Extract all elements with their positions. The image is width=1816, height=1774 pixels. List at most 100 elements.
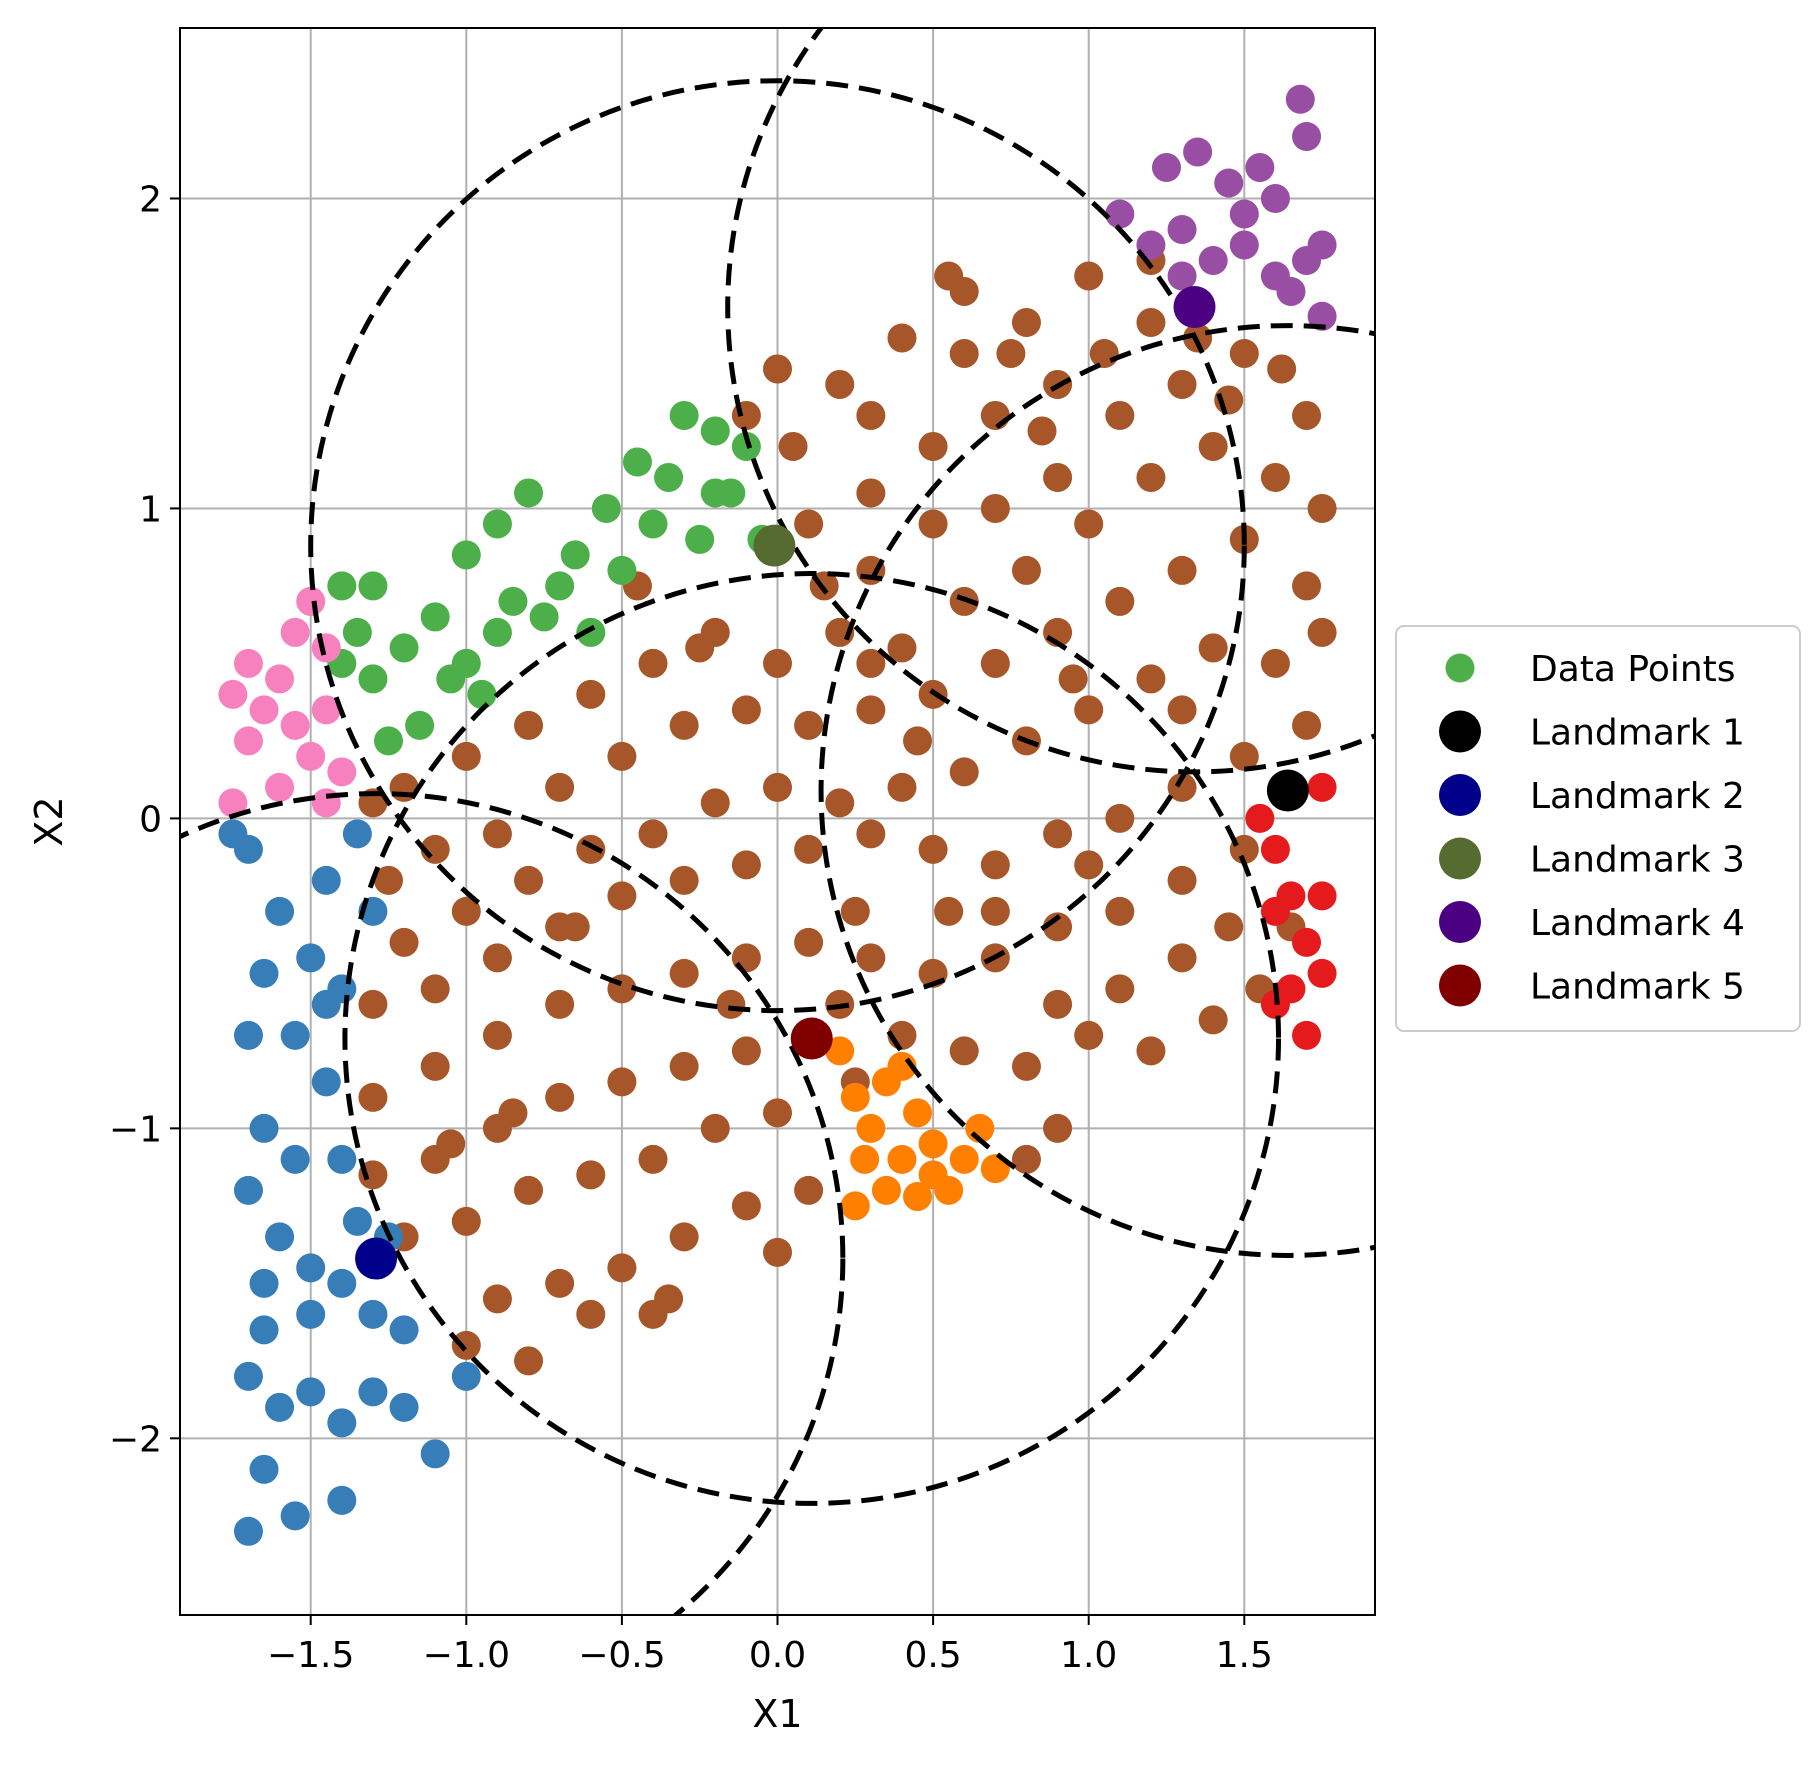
x-tick-label: 0.5	[904, 1635, 961, 1676]
data-point	[669, 1051, 699, 1081]
data-points	[218, 84, 1337, 1546]
data-point	[949, 1036, 979, 1066]
landmarks	[355, 285, 1309, 1280]
data-point	[1307, 958, 1337, 988]
data-point	[825, 1036, 855, 1066]
x-tick-label: −1.5	[267, 1635, 354, 1676]
data-point	[1260, 183, 1290, 213]
data-point	[560, 912, 590, 942]
data-point	[498, 1098, 528, 1128]
data-point	[218, 819, 248, 849]
data-point	[233, 1361, 263, 1391]
data-point	[949, 757, 979, 787]
legend-label: Data Points	[1530, 649, 1736, 690]
data-point	[358, 1377, 388, 1407]
data-point	[358, 664, 388, 694]
data-point	[669, 1222, 699, 1252]
data-point	[1105, 199, 1135, 229]
data-point	[607, 555, 637, 585]
data-point	[731, 850, 761, 880]
data-point	[374, 726, 404, 756]
data-point	[980, 896, 1010, 926]
data-point	[1058, 664, 1088, 694]
data-point	[887, 1144, 917, 1174]
data-point	[327, 1408, 357, 1438]
data-point	[327, 1268, 357, 1298]
data-point	[1292, 121, 1322, 151]
landmark-marker	[355, 1237, 398, 1280]
data-point	[327, 1485, 357, 1515]
data-point	[996, 338, 1026, 368]
landmark-marker	[1266, 769, 1309, 812]
data-point	[327, 1144, 357, 1174]
data-point	[607, 881, 637, 911]
data-point	[871, 1175, 901, 1205]
data-point	[498, 586, 528, 616]
data-point	[638, 819, 668, 849]
data-point	[1136, 230, 1166, 260]
data-point	[1198, 1005, 1228, 1035]
data-point	[249, 1315, 279, 1345]
data-point	[311, 633, 341, 663]
data-point	[1043, 819, 1073, 849]
data-point	[763, 772, 792, 802]
data-point	[1105, 974, 1135, 1004]
data-point	[1229, 741, 1259, 771]
y-tick-label: −1	[109, 1109, 162, 1150]
data-point	[763, 648, 792, 678]
data-point	[887, 323, 917, 353]
data-point	[1292, 1020, 1322, 1050]
data-point	[1167, 261, 1197, 291]
data-point	[265, 1392, 295, 1422]
y-tick-label: 0	[139, 799, 162, 840]
data-point	[514, 865, 544, 895]
data-point	[249, 695, 279, 725]
data-point	[311, 1067, 341, 1097]
data-point	[700, 478, 730, 508]
data-point	[654, 1284, 684, 1314]
data-point	[1260, 462, 1290, 492]
data-point	[1074, 850, 1104, 880]
data-point	[716, 989, 746, 1019]
data-point	[265, 896, 295, 926]
data-point	[1198, 245, 1228, 275]
data-point	[1260, 896, 1290, 926]
x-tick-label: −0.5	[578, 1635, 665, 1676]
data-point	[607, 741, 637, 771]
data-point	[451, 1330, 481, 1360]
data-point	[296, 1299, 326, 1329]
data-point	[1011, 555, 1041, 585]
data-point	[918, 834, 948, 864]
data-point	[980, 400, 1010, 430]
data-point	[794, 834, 824, 864]
data-point	[249, 1268, 279, 1298]
data-point	[1307, 301, 1337, 331]
data-point	[1167, 695, 1197, 725]
data-point	[1245, 803, 1275, 833]
data-point	[1136, 462, 1166, 492]
data-point	[1167, 555, 1197, 585]
data-point	[1198, 633, 1228, 663]
data-point	[918, 509, 948, 539]
data-point	[218, 788, 248, 818]
y-tick-label: 2	[139, 179, 162, 220]
landmark-radius-circle	[308, 78, 1247, 1014]
data-point	[856, 1113, 886, 1143]
data-point	[1260, 648, 1290, 678]
data-point	[451, 896, 481, 926]
data-point	[731, 943, 761, 973]
data-point	[669, 400, 699, 430]
data-point	[856, 819, 886, 849]
data-point	[980, 850, 1010, 880]
data-point	[1043, 912, 1073, 942]
data-point	[576, 617, 606, 647]
data-point	[1043, 1113, 1073, 1143]
landmark-marker	[790, 1017, 833, 1060]
data-point	[576, 679, 606, 709]
data-point	[856, 400, 886, 430]
data-point	[482, 1020, 512, 1050]
data-point	[638, 1144, 668, 1174]
data-point	[467, 679, 497, 709]
